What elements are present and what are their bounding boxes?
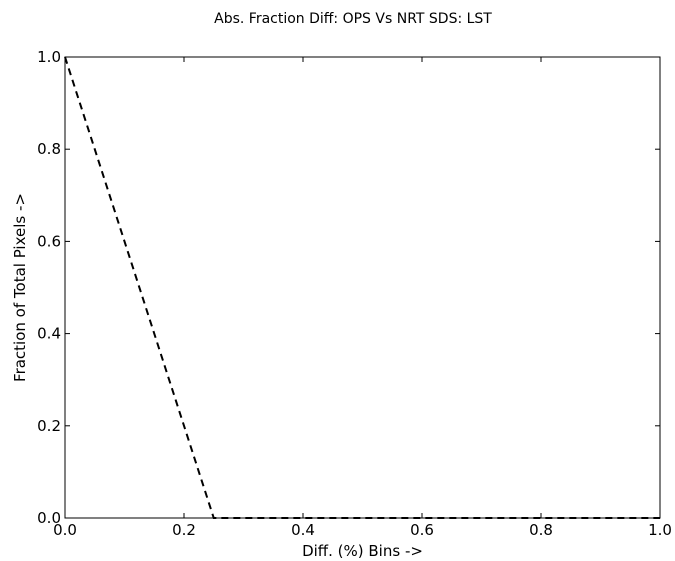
y-tick-label: 1.0: [37, 48, 61, 66]
x-tick-label: 0.6: [410, 521, 434, 539]
y-tick-label: 0.6: [37, 232, 61, 250]
y-tick-label: 0.8: [37, 140, 61, 158]
y-tick-label: 0.4: [37, 325, 61, 343]
x-tick-label: 0.2: [172, 521, 196, 539]
plot-frame: [64, 56, 661, 519]
y-axis-label: Fraction of Total Pixels ->: [11, 193, 29, 382]
y-tick-label: 0.0: [37, 509, 61, 527]
y-tick-label: 0.2: [37, 417, 61, 435]
x-tick-label: 1.0: [648, 521, 672, 539]
x-axis-label: Diff. (%) Bins ->: [302, 542, 423, 560]
x-tick-label: 0.0: [53, 521, 77, 539]
chart-title: Abs. Fraction Diff: OPS Vs NRT SDS: LST: [214, 11, 492, 27]
x-tick-label: 0.4: [291, 521, 315, 539]
x-tick-label: 0.8: [529, 521, 553, 539]
